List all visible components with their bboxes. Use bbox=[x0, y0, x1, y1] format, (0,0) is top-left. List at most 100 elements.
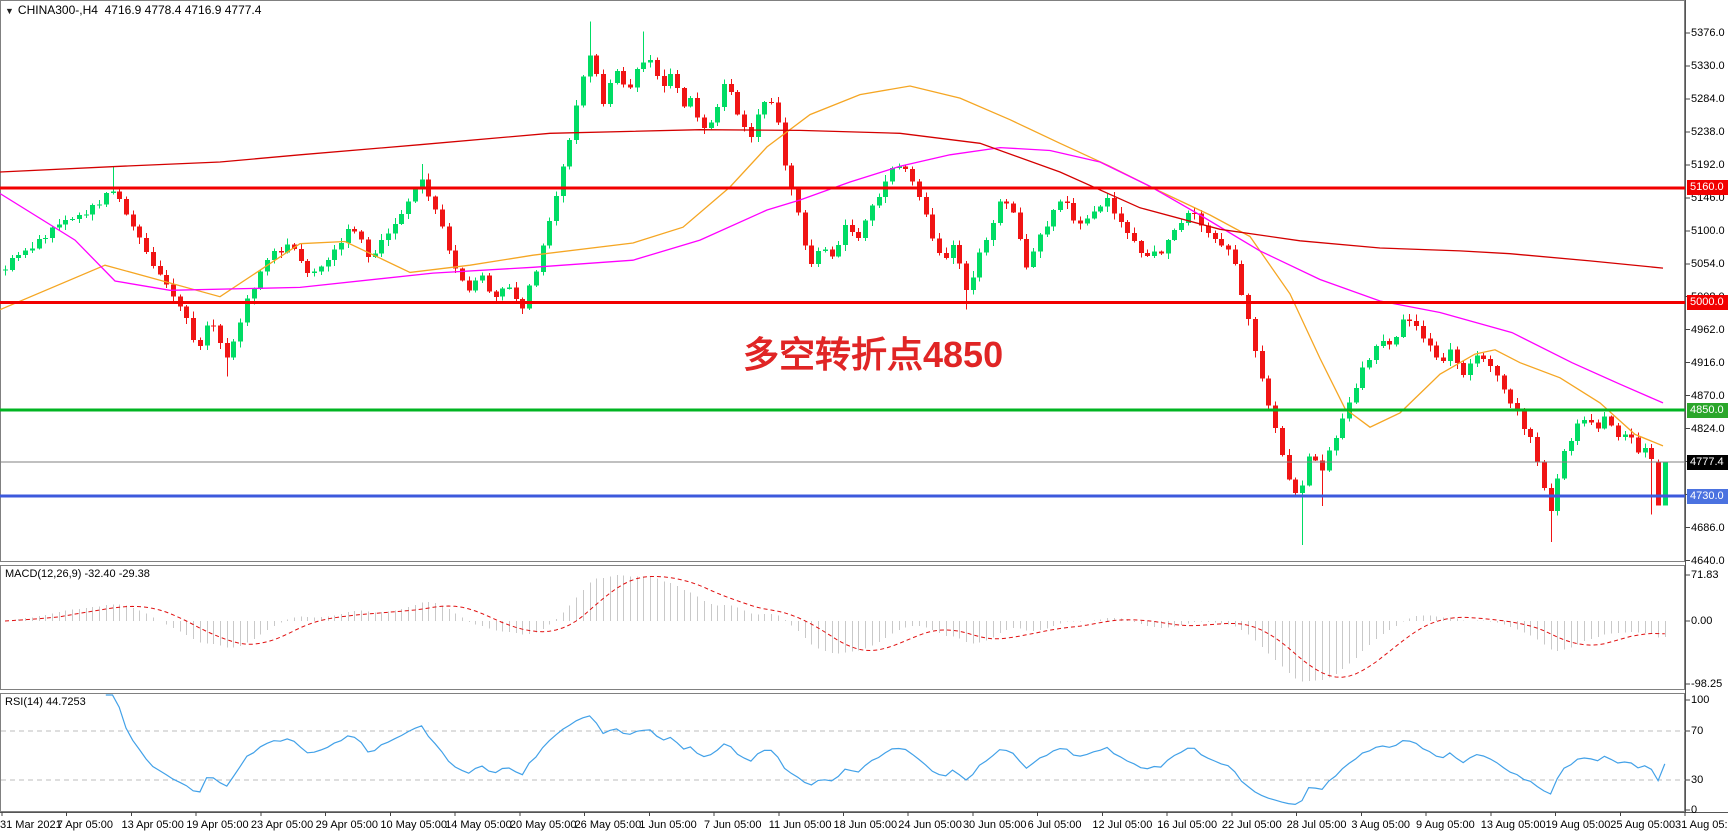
candle-body bbox=[1421, 326, 1426, 339]
candle-body bbox=[252, 288, 257, 299]
candle-body bbox=[924, 196, 929, 215]
candle-body bbox=[1656, 462, 1661, 506]
candle-body bbox=[937, 238, 942, 253]
price-tick-label: 4686.0 bbox=[1691, 521, 1725, 534]
candle-body bbox=[1360, 367, 1365, 388]
time-axis-label: 7 Apr 05:00 bbox=[56, 819, 113, 831]
candle-body bbox=[238, 322, 243, 342]
candle-body bbox=[473, 280, 478, 291]
candle-body bbox=[1407, 319, 1412, 321]
candle-body bbox=[547, 221, 552, 246]
candle-body bbox=[735, 91, 740, 115]
candle-body bbox=[84, 214, 89, 216]
candle-body bbox=[332, 249, 337, 260]
candle-body bbox=[1334, 438, 1339, 451]
time-axis-label: 3 Aug 05:00 bbox=[1351, 819, 1411, 831]
candle-body bbox=[1024, 238, 1029, 268]
candle-body bbox=[151, 251, 156, 266]
candle-body bbox=[1394, 337, 1399, 345]
candle-body bbox=[480, 275, 485, 281]
candle-body bbox=[1441, 357, 1446, 362]
chart-text-annotation[interactable]: 多空转折点4850 bbox=[743, 334, 1004, 375]
candle-body bbox=[930, 214, 935, 239]
macd-axis-label: 0.00 bbox=[1691, 615, 1713, 627]
candle-body bbox=[1602, 416, 1607, 429]
candle-body bbox=[1045, 226, 1050, 235]
candle-body bbox=[977, 252, 982, 278]
price-tick-label: 5376.0 bbox=[1691, 26, 1725, 39]
macd-histogram bbox=[12, 575, 1666, 682]
time-axis-label: 14 May 05:00 bbox=[445, 819, 512, 831]
candle-body bbox=[1219, 239, 1224, 246]
time-axis-label: 30 Jun 05:00 bbox=[962, 819, 1027, 831]
candle-body bbox=[1065, 201, 1070, 203]
candle-body bbox=[594, 55, 599, 75]
candle-body bbox=[440, 209, 445, 227]
candle-body bbox=[1226, 245, 1231, 250]
time-axis-label: 22 Jul 05:00 bbox=[1221, 819, 1282, 831]
candle-body bbox=[379, 239, 384, 254]
candle-body bbox=[299, 249, 304, 261]
candle-body bbox=[621, 71, 626, 85]
candle-body bbox=[70, 219, 75, 221]
candle-body bbox=[1213, 232, 1218, 239]
candle-body bbox=[910, 169, 915, 182]
candle-body bbox=[816, 251, 821, 264]
candle-body bbox=[1145, 252, 1150, 256]
candle-body bbox=[231, 341, 236, 358]
candle-body bbox=[198, 340, 203, 346]
candle-body bbox=[10, 258, 15, 270]
price-level-badge: 4777.4 bbox=[1687, 454, 1728, 470]
candle-body bbox=[272, 251, 277, 261]
candle-body bbox=[897, 166, 902, 168]
macd-signal-line bbox=[4, 576, 1665, 678]
candle-body bbox=[1018, 212, 1023, 239]
price-tick-label: 4824.0 bbox=[1691, 422, 1725, 435]
candle-body bbox=[1488, 358, 1493, 366]
price-tick-label: 5100.0 bbox=[1691, 224, 1725, 237]
candle-body bbox=[137, 226, 142, 238]
moving-average-mid bbox=[0, 146, 1664, 404]
candle-body bbox=[1381, 340, 1386, 347]
candle-body bbox=[1112, 198, 1117, 214]
candle-body bbox=[554, 195, 559, 222]
candle-body bbox=[1313, 456, 1318, 461]
candle-body bbox=[218, 325, 223, 343]
candle-body bbox=[1387, 340, 1392, 345]
candle-body bbox=[1629, 434, 1634, 438]
candle-body bbox=[662, 76, 667, 87]
candle-body bbox=[1004, 201, 1009, 204]
candle-body bbox=[541, 245, 546, 272]
time-axis-label: 31 Mar 2021 bbox=[0, 819, 62, 831]
candle-body bbox=[447, 226, 452, 251]
symbol-dropdown-icon[interactable]: ▼ bbox=[5, 6, 14, 16]
candle-body bbox=[998, 201, 1003, 223]
candle-body bbox=[1179, 222, 1184, 231]
macd-axis-label: 71.83 bbox=[1691, 569, 1719, 581]
time-axis-label: 1 Jun 05:00 bbox=[639, 819, 697, 831]
candle-body bbox=[856, 232, 861, 238]
candle-body bbox=[628, 84, 633, 88]
candle-body bbox=[352, 229, 357, 232]
candle-body bbox=[1125, 221, 1130, 234]
candle-body bbox=[836, 244, 841, 257]
candle-body bbox=[1535, 437, 1540, 462]
time-axis-label: 16 Jul 05:00 bbox=[1157, 819, 1218, 831]
candle-body bbox=[1596, 422, 1601, 429]
candles-layer bbox=[3, 21, 1668, 545]
candle-body bbox=[1609, 416, 1614, 426]
candle-body bbox=[1367, 359, 1372, 368]
moving-average-fast bbox=[0, 85, 1664, 447]
candle-body bbox=[729, 84, 734, 92]
candle-body bbox=[406, 201, 411, 215]
candle-body bbox=[1105, 198, 1110, 207]
rsi-axis-label: 100 bbox=[1691, 694, 1710, 706]
candle-body bbox=[641, 62, 646, 69]
candle-body bbox=[500, 288, 505, 297]
candle-body bbox=[1663, 462, 1668, 506]
candle-body bbox=[346, 229, 351, 243]
time-axis-label: 31 Aug 05:00 bbox=[1674, 819, 1728, 831]
candle-body bbox=[1448, 349, 1453, 362]
